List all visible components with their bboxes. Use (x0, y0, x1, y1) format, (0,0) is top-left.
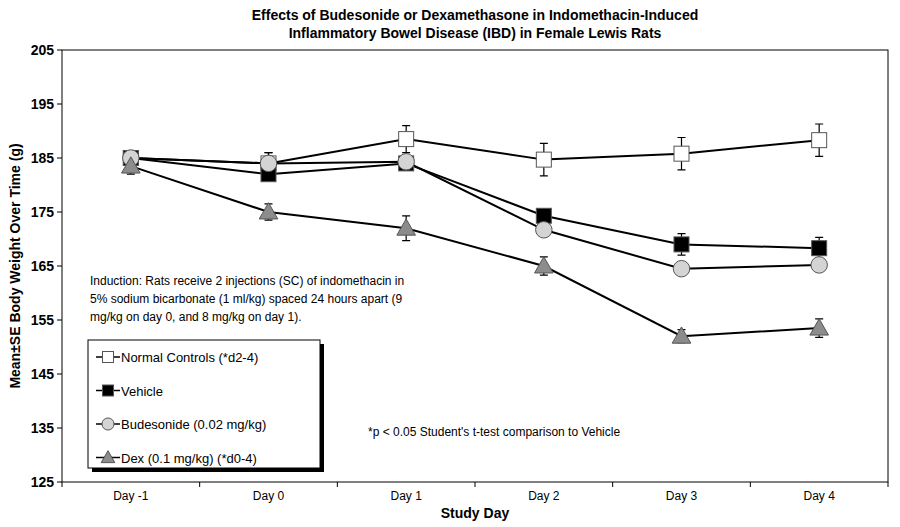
legend-label: Dex (0.1 mg/kg) (*d0-4) (121, 451, 257, 466)
data-point (536, 208, 551, 223)
data-point (122, 157, 141, 173)
legend-marker (103, 352, 114, 363)
data-point (674, 146, 689, 161)
legend-label: Vehicle (121, 384, 163, 399)
y-tick-label: 195 (31, 96, 55, 112)
series-line (131, 158, 819, 248)
data-point (259, 203, 278, 219)
data-point (673, 260, 690, 277)
x-tick-mark (750, 482, 751, 487)
x-tick-mark (475, 482, 476, 487)
series-line (131, 158, 819, 269)
y-tick (57, 212, 62, 213)
y-tick-label: 205 (31, 42, 55, 58)
legend-label: Normal Controls (*d2-4) (121, 350, 258, 365)
legend-marker (101, 451, 115, 463)
plot-area (122, 124, 829, 343)
data-point (536, 222, 553, 239)
plot-frame (62, 50, 888, 482)
x-tick-mark (62, 482, 63, 487)
legend-marker (102, 418, 114, 430)
title: Inflammatory Bowel Disease (IBD) in Fema… (289, 25, 662, 41)
data-point (672, 327, 691, 343)
chart: Effects of Budesonide or Dexamethasone i… (0, 0, 900, 527)
data-point (398, 154, 415, 171)
legend-label: Budesonide (0.02 mg/kg) (121, 417, 266, 432)
x-tick-label: Day 3 (666, 489, 698, 503)
x-axis-label: Study Day (441, 505, 510, 521)
y-tick-label: 145 (31, 366, 55, 382)
data-point (674, 237, 689, 252)
y-tick-label: 155 (31, 312, 55, 328)
series-line (131, 139, 819, 163)
data-point (811, 257, 828, 274)
y-tick-label: 125 (31, 474, 55, 490)
x-tick-label: Day 0 (253, 489, 285, 503)
x-tick-label: Day -1 (113, 489, 149, 503)
data-point (260, 155, 277, 172)
data-point (399, 132, 414, 147)
title: Effects of Budesonide or Dexamethasone i… (252, 7, 699, 23)
legend-marker (103, 385, 114, 396)
data-point (397, 219, 416, 235)
data-point (812, 133, 827, 148)
y-tick (57, 266, 62, 267)
x-tick-label: Day 1 (390, 489, 422, 503)
y-tick-label: 165 (31, 258, 55, 274)
series-line (131, 166, 819, 336)
y-tick (57, 50, 62, 51)
y-tick (57, 320, 62, 321)
x-tick-mark (199, 482, 200, 487)
x-tick-mark (888, 482, 889, 487)
y-tick-label: 185 (31, 150, 55, 166)
annotation: 5% sodium bicarbonate (1 ml/kg) spaced 2… (90, 292, 402, 306)
data-point (261, 156, 276, 171)
data-point (536, 152, 551, 167)
data-point (535, 257, 554, 273)
x-tick-mark (337, 482, 338, 487)
y-tick (57, 428, 62, 429)
annotation: *p < 0.05 Student's t-test comparison to… (368, 425, 620, 439)
data-point (810, 319, 829, 335)
y-tick (57, 374, 62, 375)
annotation: mg/kg on day 0, and 8 mg/kg on day 1). (90, 310, 301, 324)
y-tick-label: 175 (31, 204, 55, 220)
data-point (812, 241, 827, 256)
annotation: Induction: Rats receive 2 injections (SC… (90, 274, 404, 288)
x-tick-mark (612, 482, 613, 487)
y-tick-label: 135 (31, 420, 55, 436)
y-axis-label: Mean±SE Body Weight Over Time (g) (7, 143, 23, 388)
x-tick-label: Day 2 (528, 489, 560, 503)
y-tick (57, 158, 62, 159)
x-tick-label: Day 4 (803, 489, 835, 503)
y-tick (57, 104, 62, 105)
legend-box (88, 340, 320, 468)
y-tick (57, 482, 62, 483)
